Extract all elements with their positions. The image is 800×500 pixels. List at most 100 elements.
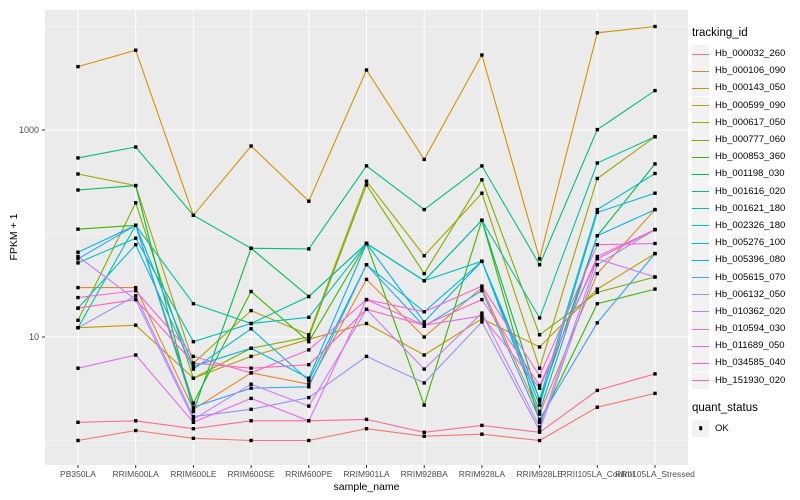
data-point <box>76 172 80 176</box>
data-point <box>191 302 196 306</box>
x-tick-label: RRIM928LA <box>459 469 506 479</box>
data-point <box>191 361 196 365</box>
data-point <box>653 275 657 279</box>
data-point <box>191 213 196 217</box>
data-point <box>76 250 80 254</box>
data-points <box>76 24 657 443</box>
data-point <box>307 199 311 203</box>
legend-key <box>692 199 709 217</box>
data-point <box>537 345 542 349</box>
legend-item-label: Hb_000032_260 <box>715 48 786 60</box>
data-point <box>653 135 657 139</box>
x-tick-label: RRIM901LA <box>343 469 390 479</box>
data-point <box>480 259 484 263</box>
data-point <box>595 287 599 291</box>
data-point <box>249 346 253 350</box>
data-point <box>134 145 138 149</box>
x-tick-label: RRIM928LE <box>516 469 563 479</box>
data-point <box>537 438 542 443</box>
legend-item: Hb_010362_020 <box>692 302 798 320</box>
legend-item-label: Hb_005396_080 <box>715 254 786 266</box>
data-point <box>134 201 138 205</box>
data-point <box>653 207 657 212</box>
data-point <box>422 335 426 339</box>
x-tick-label: RRIM600LE <box>170 469 217 479</box>
data-point <box>537 430 542 434</box>
data-point <box>249 246 253 250</box>
legend-item-label: Hb_000106_090 <box>715 65 786 77</box>
legend-item: Hb_005396_080 <box>692 251 798 269</box>
legend-item: Hb_010594_030 <box>692 320 798 338</box>
data-point <box>480 311 484 315</box>
y-axis-title: FPKM + 1 <box>8 213 20 261</box>
legend-item-label: Hb_006132_050 <box>715 288 786 300</box>
legend-item: Hb_001616_020 <box>692 182 798 200</box>
legend-key <box>692 165 709 183</box>
data-point <box>249 327 253 331</box>
legend-key-line-icon <box>692 225 709 227</box>
legend-item-label: Hb_001198_030 <box>715 168 785 180</box>
legend-key-line-icon <box>692 191 709 193</box>
data-point <box>76 156 80 160</box>
data-point <box>249 308 253 313</box>
legend-item-label: Hb_010362_020 <box>715 305 786 317</box>
data-point <box>595 210 599 215</box>
legend-key <box>692 62 709 80</box>
data-point <box>364 321 369 326</box>
data-point <box>307 438 311 443</box>
x-tick-label: RRIM928BA <box>401 469 449 479</box>
legend-key <box>692 302 709 320</box>
data-point <box>595 321 599 325</box>
data-point <box>134 289 138 293</box>
legend-key-line-icon <box>692 380 709 382</box>
legend-key <box>692 148 709 166</box>
legend-key-line-icon <box>692 208 709 210</box>
data-point <box>249 354 253 359</box>
data-point <box>537 412 542 416</box>
data-point <box>595 271 599 276</box>
legend-item-label: Hb_005276_100 <box>715 237 786 249</box>
data-point <box>76 261 80 265</box>
data-point <box>134 353 138 357</box>
data-point <box>480 191 484 195</box>
legend-key <box>692 182 709 200</box>
data-point <box>653 171 657 176</box>
data-point <box>307 378 311 383</box>
legend-key <box>692 354 709 372</box>
data-point <box>595 161 599 165</box>
legend-title-tracking-id: tracking_id <box>692 27 748 39</box>
legend-key <box>692 113 709 131</box>
data-point <box>595 388 599 393</box>
legend-key-line-icon <box>692 311 709 313</box>
data-point <box>134 236 138 240</box>
x-tick-label: RRIM600SE <box>227 469 275 479</box>
legend-item: Hb_000143_050 <box>692 79 798 97</box>
data-point <box>537 366 542 370</box>
data-point <box>653 251 657 256</box>
legend-key-line-icon <box>692 345 709 347</box>
data-point <box>191 367 196 371</box>
data-point <box>307 348 311 352</box>
legend-item: Hb_151930_020 <box>692 371 798 389</box>
data-point <box>653 227 657 232</box>
data-point <box>595 257 599 261</box>
data-point <box>191 417 196 422</box>
legend-item-label: Hb_000143_050 <box>715 82 786 94</box>
data-point <box>249 396 253 401</box>
data-point <box>364 297 369 302</box>
legend-item-label: Hb_034585_040 <box>715 357 786 369</box>
legend-item: Hb_000777_060 <box>692 131 798 149</box>
data-point <box>134 297 138 302</box>
data-point <box>364 241 369 246</box>
data-point <box>595 31 599 35</box>
data-point <box>364 183 369 187</box>
legend-key-line-icon <box>692 173 709 175</box>
data-point <box>307 294 311 299</box>
legend-item-label: Hb_011689_050 <box>715 340 785 352</box>
data-point <box>422 353 426 357</box>
legend-item: Hb_011689_050 <box>692 337 798 355</box>
data-point <box>422 367 426 371</box>
data-point <box>76 227 80 231</box>
data-point <box>76 438 80 443</box>
